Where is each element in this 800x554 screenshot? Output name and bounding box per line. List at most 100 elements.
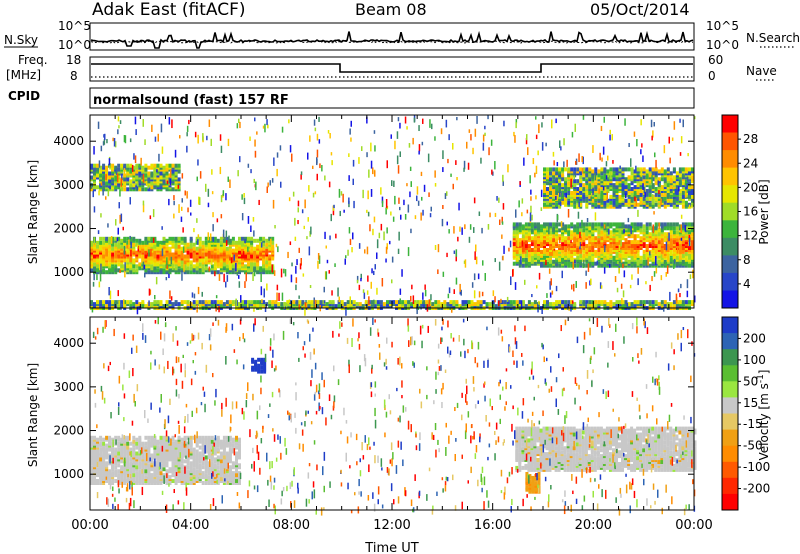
- heatmap-cell: [265, 242, 269, 247]
- heatmap-cell: [362, 189, 364, 199]
- heatmap-cell: [236, 272, 239, 276]
- heatmap-cell: [579, 222, 583, 227]
- heatmap-cell: [573, 302, 577, 307]
- heatmap-cell: [618, 267, 620, 274]
- heatmap-cell: [192, 252, 196, 257]
- heatmap-cell: [313, 119, 316, 126]
- colorbar-tick-label: 24: [743, 156, 758, 170]
- heatmap-cell: [162, 264, 166, 269]
- heatmap-cell: [141, 300, 145, 305]
- heatmap-cell: [686, 290, 689, 298]
- heatmap-cell: [290, 274, 293, 283]
- heatmap-cell: [183, 254, 187, 259]
- heatmap-cell: [331, 290, 333, 296]
- heatmap-cell: [561, 246, 565, 250]
- heatmap-cell: [618, 173, 622, 178]
- heatmap-cell: [458, 202, 460, 211]
- heatmap-cell: [390, 211, 392, 216]
- heatmap-cell: [546, 187, 549, 191]
- heatmap-cell: [280, 302, 284, 307]
- heatmap-cell: [490, 139, 493, 146]
- heatmap-cell: [138, 469, 142, 474]
- heatmap-cell: [183, 300, 187, 305]
- heatmap-cell: [230, 254, 233, 258]
- heatmap-cell: [588, 300, 592, 305]
- beam-label: Beam 08: [355, 0, 427, 19]
- heatmap-cell: [581, 156, 583, 163]
- heatmap-cell: [108, 300, 112, 305]
- heatmap-cell: [132, 447, 136, 452]
- heatmap-cell: [206, 135, 208, 141]
- heatmap-cell: [612, 173, 616, 178]
- heatmap-cell: [639, 189, 643, 193]
- heatmap-cell: [180, 250, 184, 255]
- heatmap-cell: [540, 249, 543, 254]
- heatmap-cell: [110, 236, 113, 244]
- y-tick-label: 4000: [53, 134, 84, 148]
- heatmap-cell: [588, 226, 592, 231]
- heatmap-cell: [105, 443, 109, 448]
- heatmap-cell: [515, 300, 519, 305]
- heatmap-cell: [328, 270, 330, 274]
- heatmap-cell: [386, 300, 389, 305]
- heatmap-cell: [422, 118, 424, 124]
- heatmap-cell: [204, 236, 208, 241]
- heatmap-cell: [412, 137, 414, 145]
- heatmap-cell: [627, 175, 631, 180]
- heatmap-cell: [546, 293, 548, 298]
- heatmap-cell: [657, 228, 661, 233]
- heatmap-cell: [337, 304, 341, 309]
- nave-label: Nave: [746, 64, 777, 78]
- heatmap-cell: [160, 123, 163, 133]
- heatmap-cell: [552, 167, 556, 172]
- heatmap-cell: [567, 224, 571, 229]
- heatmap-cell: [609, 134, 611, 141]
- heatmap-cell: [111, 163, 115, 168]
- heatmap-cell: [366, 209, 368, 213]
- heatmap-cell: [174, 300, 178, 305]
- heatmap-cell: [484, 132, 486, 136]
- heatmap-cell: [501, 221, 504, 225]
- heatmap-cell: [238, 118, 240, 123]
- heatmap-cell: [236, 123, 239, 129]
- heatmap-cell: [302, 273, 305, 277]
- heatmap-cell: [165, 300, 169, 305]
- heatmap-cell: [452, 143, 454, 150]
- heatmap-cell: [256, 244, 260, 249]
- heatmap-cell: [564, 177, 568, 182]
- heatmap-cell: [168, 198, 170, 206]
- heatmap-cell: [624, 167, 628, 172]
- heatmap-cell: [639, 222, 643, 227]
- heatmap-cell: [121, 173, 123, 181]
- nsky-tick-top: 10^5: [58, 19, 91, 33]
- heatmap-cell: [519, 181, 521, 186]
- heatmap-cell: [173, 213, 175, 219]
- heatmap-cell: [327, 130, 330, 134]
- heatmap-cell: [651, 232, 655, 237]
- heatmap-cell: [397, 248, 400, 255]
- heatmap-cell: [645, 244, 649, 248]
- heatmap-cell: [180, 236, 184, 241]
- heatmap-cell: [117, 258, 121, 263]
- heatmap-cell: [525, 137, 528, 145]
- heatmap-cell: [634, 196, 636, 202]
- heatmap-cell: [144, 469, 148, 474]
- heatmap-cell: [358, 157, 360, 164]
- heatmap-cell: [503, 300, 507, 305]
- heatmap-cell: [382, 302, 386, 307]
- heatmap-cell: [599, 152, 601, 161]
- heatmap-cell: [555, 177, 559, 182]
- heatmap-cell: [582, 156, 584, 165]
- heatmap-cell: [555, 118, 557, 124]
- colorbar-tick-label: 16: [743, 205, 758, 219]
- heatmap-cell: [636, 202, 640, 207]
- heatmap-cell: [615, 196, 619, 201]
- heatmap-cell: [372, 167, 374, 175]
- heatmap-cell: [624, 191, 628, 195]
- heatmap-cell: [602, 146, 605, 155]
- heatmap-cell: [617, 261, 619, 265]
- heatmap-cell: [98, 160, 101, 168]
- heatmap-cell: [624, 224, 628, 229]
- heatmap-cell: [645, 196, 649, 201]
- heatmap-cell: [308, 185, 310, 192]
